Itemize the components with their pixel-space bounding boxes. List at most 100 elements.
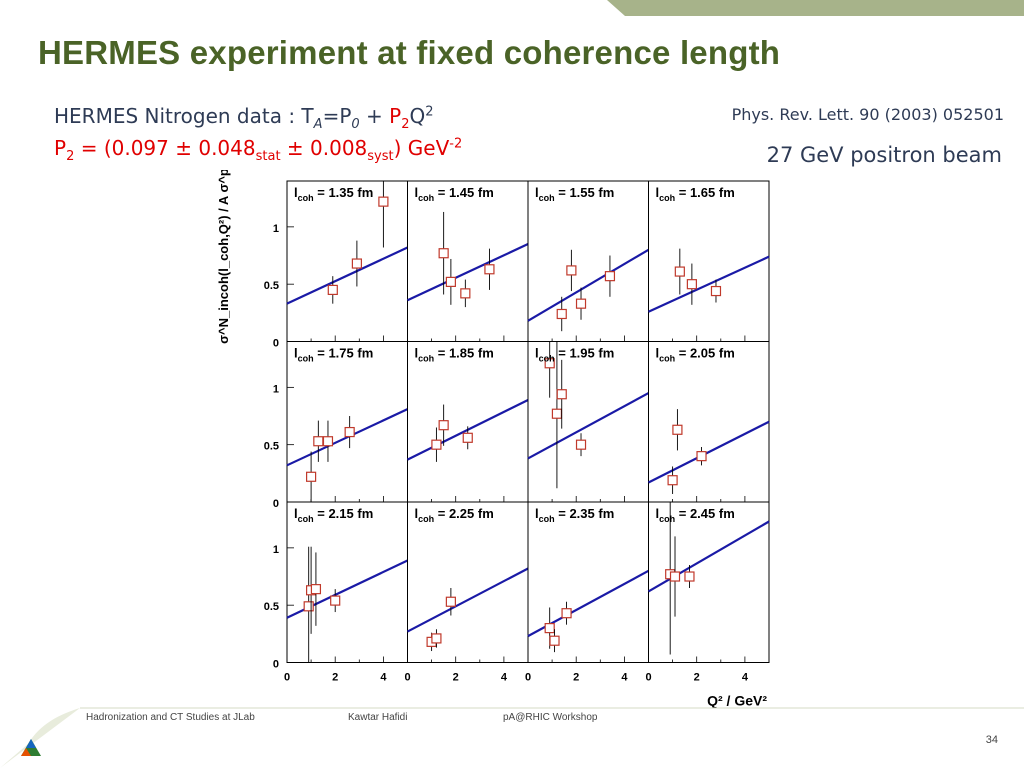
data-point (431, 633, 442, 644)
panel-label: lcoh = 2.35 fm (535, 506, 614, 524)
data-point (305, 471, 317, 482)
panel-label: lcoh = 1.85 fm (415, 346, 494, 364)
x-tick-label: 0 (525, 672, 531, 684)
panel-frame (407, 180, 529, 342)
reference-citation: Phys. Rev. Lett. 90 (2003) 052501 (731, 105, 1004, 124)
data-point (669, 571, 681, 582)
x-tick-label: 2 (694, 672, 700, 684)
fit-line (286, 246, 408, 305)
panel-label: lcoh = 2.15 fm (294, 506, 373, 524)
y-tick-label: 1 (273, 544, 279, 556)
footer-right: pA@RHIC Workshop (503, 712, 598, 723)
data-point (484, 264, 495, 275)
data-point (322, 436, 334, 447)
footer-center: Kawtar Hafidi (348, 712, 408, 723)
panel-frame (286, 341, 408, 503)
hermes-panel-chart: lcoh = 1.35 fm lcoh = 1.45 fm lcoh = 1.55 … (216, 170, 770, 709)
panel-label: lcoh = 1.95 fm (535, 346, 614, 364)
panel-label: lcoh = 2.25 fm (415, 506, 494, 524)
panel-frame (407, 341, 529, 503)
data-point (445, 596, 456, 607)
y-axis-label: σ^N_incoh(l_coh,Q²) / A σ^p (216, 170, 231, 344)
panel-label: lcoh = 1.45 fm (415, 185, 494, 203)
panel-frame (286, 501, 408, 663)
data-point (344, 426, 355, 438)
data-point (604, 271, 616, 282)
y-tick-label: 0 (273, 498, 279, 510)
data-point (561, 608, 572, 619)
panel-label: lcoh = 1.35 fm (294, 185, 373, 203)
x-tick-label: 4 (501, 672, 508, 684)
x-tick-label: 4 (742, 672, 749, 684)
fit-line (648, 255, 770, 313)
fit-line (286, 408, 408, 467)
x-tick-label: 0 (645, 672, 651, 684)
y-tick-label: 0.5 (264, 280, 279, 292)
panel-frame (407, 501, 529, 663)
data-point (556, 389, 567, 400)
data-point (549, 635, 560, 646)
data-point (556, 308, 567, 320)
data-point (710, 285, 722, 297)
y-tick-label: 0.5 (264, 601, 279, 613)
p2-value-line: P2 = (0.097 ± 0.048stat ± 0.008syst) GeV… (54, 136, 463, 164)
fit-line (647, 520, 770, 593)
data-point (551, 408, 563, 419)
data-point (544, 358, 555, 369)
panel-frame (648, 341, 770, 503)
data-point (684, 571, 695, 582)
panel-frame (648, 501, 770, 663)
data-point (696, 451, 707, 462)
data-point (445, 276, 456, 287)
x-tick-label: 2 (332, 672, 338, 684)
data-point (566, 265, 577, 276)
panel-label: lcoh = 1.55 fm (535, 185, 614, 203)
data-point (686, 279, 697, 290)
data-point (575, 439, 587, 450)
slide-title: HERMES experiment at fixed coherence len… (38, 34, 781, 71)
panel-frame (286, 180, 408, 342)
data-point (575, 298, 587, 309)
lab-logo-icon (21, 739, 41, 756)
panel-label: lcoh = 2.45 fm (656, 506, 735, 524)
footer-left: Hadronization and CT Studies at JLab (86, 712, 255, 723)
y-tick-label: 1 (273, 383, 279, 395)
data-point (303, 601, 314, 612)
x-tick-label: 0 (284, 672, 290, 684)
fit-line (406, 567, 529, 633)
y-tick-label: 0 (273, 659, 279, 671)
data-point (327, 284, 338, 296)
data-point (378, 196, 389, 207)
fit-line (527, 248, 650, 322)
panel-frame (527, 501, 649, 663)
data-point (330, 595, 341, 606)
top-accent-bar (607, 0, 1024, 16)
data-point (438, 420, 449, 431)
beam-label: 27 GeV positron beam (766, 143, 1002, 167)
y-tick-label: 0.5 (264, 441, 279, 453)
footer-wave-decoration (0, 707, 1024, 768)
y-tick-label: 0 (273, 338, 279, 350)
data-point (313, 436, 324, 447)
x-tick-label: 2 (453, 672, 459, 684)
formula-line: HERMES Nitrogen data : TA=P0 + P2Q2 (54, 104, 434, 132)
x-axis-label: Q² / GeV² (707, 693, 767, 709)
fit-line (527, 392, 650, 460)
data-point (667, 475, 678, 486)
panel-label: lcoh = 1.65 fm (656, 185, 735, 203)
panel-label: lcoh = 1.75 fm (294, 346, 373, 364)
panel-label: lcoh = 2.05 fm (656, 346, 735, 364)
fit-line (648, 420, 770, 484)
x-tick-label: 4 (380, 672, 387, 684)
x-tick-label: 0 (404, 672, 410, 684)
x-tick-label: 2 (573, 672, 579, 684)
y-tick-label: 1 (273, 223, 279, 235)
data-point (310, 584, 322, 595)
data-point (462, 432, 473, 443)
data-point (438, 248, 449, 259)
data-point (544, 623, 555, 634)
page-number: 34 (985, 734, 998, 746)
x-tick-label: 4 (621, 672, 628, 684)
data-point (431, 439, 442, 450)
fit-line (407, 243, 529, 302)
